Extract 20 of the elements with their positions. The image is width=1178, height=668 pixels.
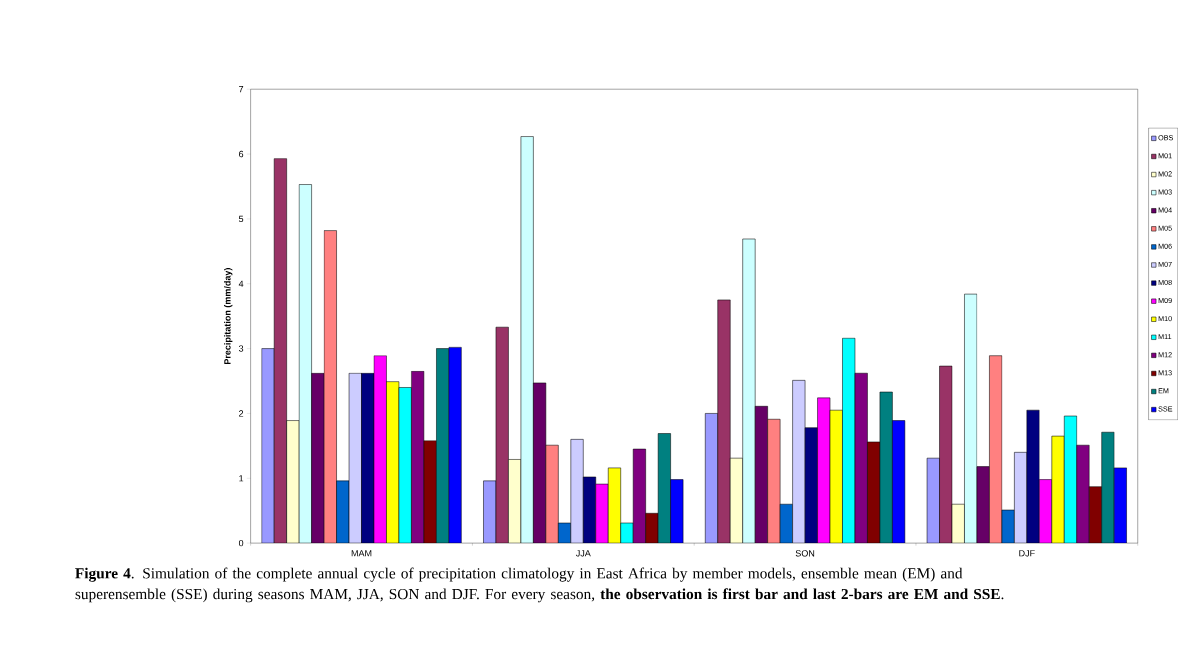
bar	[570, 438, 584, 543]
text: Figure 4. Simulation of the complete annual cycle of precipitation climatology in East Africa by member models, ensemble mean (EM) and superensemble (SSE) during seasons MAM, JJA, SON and DJF. For every season, the observation is first bar and last 2-bars are EM and SSE.	[75, 567, 1004, 603]
x-tick-label: MAM	[351, 550, 372, 557]
bar	[717, 299, 731, 543]
x-tick-label: DJF	[1019, 550, 1035, 557]
bar	[1051, 435, 1065, 543]
y-tick-label: 1	[239, 475, 244, 482]
y-tick-label: 0	[238, 539, 244, 547]
y-axis-title: Precipitation (mm/day)	[224, 267, 233, 364]
x-tick-label: JJA	[575, 550, 591, 557]
y-tick-label: 5	[238, 215, 244, 222]
x-tick-label: SON	[795, 550, 815, 557]
y-tick-label: 4	[238, 280, 244, 287]
bar	[448, 346, 462, 543]
y-tick-label: 3	[238, 345, 244, 352]
bar	[742, 238, 756, 543]
y-tick-label: 7	[239, 85, 244, 93]
y-tick-label: 2	[239, 410, 244, 417]
y-tick-label: 6	[239, 150, 244, 158]
bar	[1076, 444, 1090, 543]
